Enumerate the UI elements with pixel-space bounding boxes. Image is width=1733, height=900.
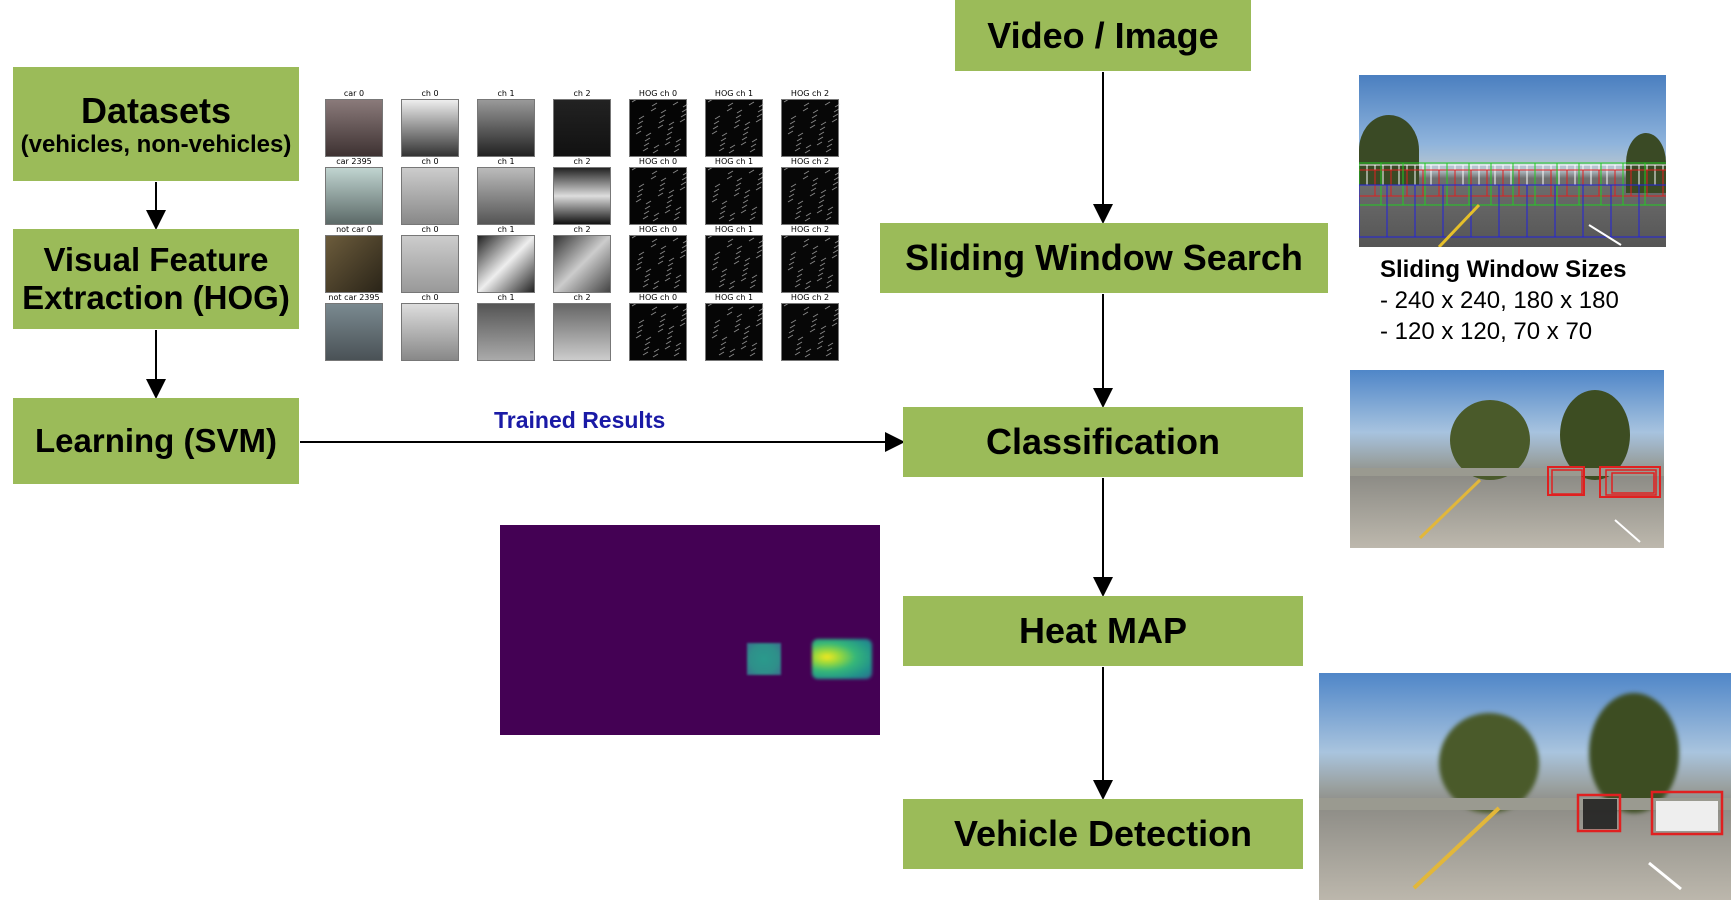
- tree-2: [1560, 390, 1630, 480]
- hog-grid-label: ch 1: [497, 293, 515, 302]
- sliding-window-note-line2: - 120 x 120, 70 x 70: [1380, 318, 1593, 346]
- tree-left: [1359, 115, 1419, 185]
- node-svm: Learning (SVM): [13, 398, 299, 484]
- hog-grid-thumbnail: [477, 235, 535, 293]
- hog-grid-thumbnail: [705, 302, 765, 361]
- heatmap-blob-right: [812, 639, 872, 679]
- hog-grid-label: ch 0: [421, 89, 439, 98]
- hog-grid-thumbnail: [477, 303, 535, 361]
- hog-grid-thumbnail: [553, 99, 611, 157]
- node-datasets-title: Datasets: [80, 89, 232, 131]
- sliding-window-preview-image: [1359, 75, 1666, 247]
- node-heatmap-title: Heat MAP: [1018, 610, 1188, 652]
- hog-grid-thumbnail: [629, 234, 689, 293]
- hog-grid-label: ch 1: [497, 157, 515, 166]
- hog-feature-grid: car 0 ch 0 ch 1 ch 2 HOG ch 0 HOG ch 1 HOG ch …: [325, 89, 847, 371]
- hog-grid-thumbnail: [705, 234, 765, 293]
- hog-grid-label: ch 1: [497, 225, 515, 234]
- hog-grid-thumbnail: [781, 302, 841, 361]
- tree-1: [1450, 400, 1530, 480]
- edge-label-trained-results: Trained Results: [494, 407, 666, 433]
- hog-grid-label: ch 0: [421, 157, 439, 166]
- hog-grid-thumbnail: [477, 99, 535, 157]
- window-grid-overlay: [1359, 162, 1666, 247]
- node-detection-title: Vehicle Detection: [953, 813, 1253, 855]
- hog-grid-label: HOG ch 0: [638, 157, 678, 166]
- hog-grid-label: ch 1: [497, 89, 515, 98]
- hog-grid-label: HOG ch 0: [638, 225, 678, 234]
- hog-grid-label: HOG ch 2: [790, 89, 830, 98]
- node-hog-line1: Visual Feature: [43, 241, 269, 279]
- guardrail: [1319, 798, 1731, 810]
- node-svm-title: Learning (SVM): [34, 422, 277, 460]
- node-hog-line2: Extraction (HOG): [22, 279, 290, 316]
- hog-grid-label: HOG ch 1: [714, 89, 754, 98]
- hog-grid-label: HOG ch 2: [790, 293, 830, 302]
- hog-grid-thumbnail: [705, 98, 765, 157]
- hog-grid-thumbnail: [553, 303, 611, 361]
- hog-grid-label: HOG ch 0: [638, 89, 678, 98]
- hog-grid-thumbnail: [705, 166, 765, 225]
- hog-grid-thumbnail: [325, 235, 383, 293]
- hog-grid-thumbnail: [553, 235, 611, 293]
- detection-result-image: [1319, 673, 1731, 900]
- hog-grid-thumbnail: [401, 235, 459, 293]
- node-hog: Visual Feature Extraction (HOG): [13, 229, 299, 329]
- hog-grid-thumbnail: [629, 166, 689, 225]
- node-heatmap: Heat MAP: [903, 596, 1303, 666]
- hog-grid-label: ch 0: [421, 225, 439, 234]
- hog-grid-thumbnail: [325, 167, 383, 225]
- hog-grid-label: HOG ch 1: [714, 225, 754, 234]
- node-detection: Vehicle Detection: [903, 799, 1303, 869]
- sliding-window-note: Sliding Window Sizes - 240 x 240, 180 x …: [1380, 254, 1626, 348]
- hog-grid-thumbnail: [781, 166, 841, 225]
- classification-result-image: [1350, 370, 1664, 548]
- hog-grid-label: ch 2: [573, 225, 591, 234]
- heatmap-image: [500, 525, 880, 735]
- hog-grid-thumbnail: [401, 303, 459, 361]
- tree-1: [1439, 713, 1539, 813]
- hog-grid-label: ch 0: [421, 293, 439, 302]
- node-classification: Classification: [903, 407, 1303, 477]
- detection-road-marks: [1412, 790, 1724, 891]
- hog-grid-thumbnail: [781, 234, 841, 293]
- classification-road-marks: [1418, 466, 1661, 543]
- hog-grid-thumbnail: [401, 99, 459, 157]
- hog-grid-label: not car 2395: [328, 293, 380, 302]
- heatmap-blob-left: [747, 643, 781, 675]
- hog-grid-label: not car 0: [336, 225, 372, 234]
- hog-grid-thumbnail: [781, 98, 841, 157]
- sliding-window-note-line1: - 240 x 240, 180 x 180: [1380, 287, 1619, 315]
- hog-grid-thumbnail: [629, 302, 689, 361]
- hog-grid-thumbnail: [629, 98, 689, 157]
- hog-grid-label: ch 2: [573, 293, 591, 302]
- node-sliding-title: Sliding Window Search: [905, 237, 1303, 279]
- hog-grid-thumbnail: [325, 99, 383, 157]
- hog-grid-label: HOG ch 1: [714, 293, 754, 302]
- hog-grid-label: car 2395: [336, 157, 372, 166]
- hog-grid-thumbnail: [553, 167, 611, 225]
- hog-grid-label: HOG ch 1: [714, 157, 754, 166]
- hog-grid-label: car 0: [343, 89, 365, 98]
- hog-grid-label: HOG ch 0: [638, 293, 678, 302]
- hog-grid-label: HOG ch 2: [790, 225, 830, 234]
- node-video: Video / Image: [955, 0, 1251, 71]
- hog-grid-label: ch 2: [573, 89, 591, 98]
- hog-grid-label: HOG ch 2: [790, 157, 830, 166]
- node-datasets: Datasets (vehicles, non-vehicles): [13, 67, 299, 181]
- hog-grid-thumbnail: [325, 303, 383, 361]
- hog-grid-thumbnail: [477, 167, 535, 225]
- node-video-title: Video / Image: [987, 14, 1219, 56]
- hog-grid-thumbnail: [401, 167, 459, 225]
- node-sliding: Sliding Window Search: [880, 223, 1328, 293]
- guardrail: [1350, 468, 1664, 476]
- hog-grid-label: ch 2: [573, 157, 591, 166]
- node-classification-title: Classification: [985, 421, 1221, 463]
- node-datasets-subtitle: (vehicles, non-vehicles): [20, 130, 292, 158]
- sliding-window-note-title: Sliding Window Sizes: [1380, 256, 1627, 283]
